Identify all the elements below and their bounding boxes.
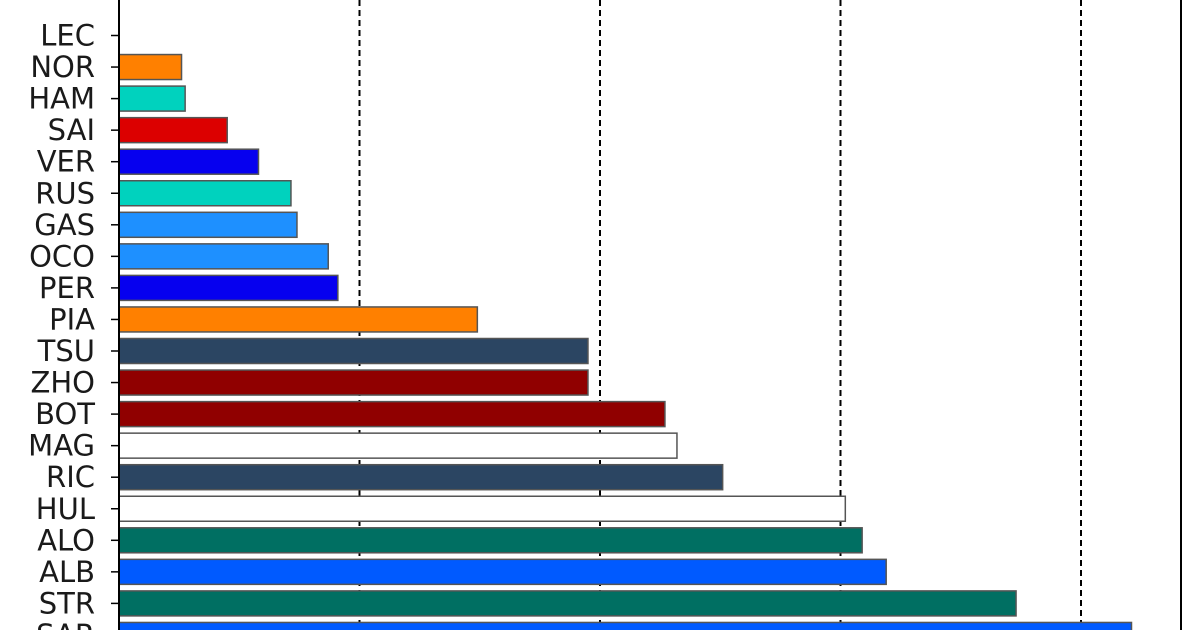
bar-ham (118, 85, 186, 112)
axes (118, 0, 1182, 630)
y-tick-label: STR (39, 586, 95, 620)
y-tick-label: NOR (30, 50, 95, 84)
bar-rus (118, 180, 292, 207)
bar-alb (118, 558, 887, 586)
bar-sai (118, 116, 228, 144)
y-tick-label: TSU (37, 334, 95, 368)
y-tick-label: GAS (34, 208, 95, 242)
y-tick-label: PIA (49, 302, 95, 336)
y-tick-label: RUS (35, 176, 95, 210)
bar-str (118, 590, 1017, 617)
y-tick-label: ALO (37, 523, 95, 557)
y-tick-label: ALB (39, 555, 95, 589)
bar-gas (118, 211, 298, 239)
bar-per (118, 274, 339, 302)
y-tick-label: HAM (28, 82, 95, 116)
y-tick-label: VER (37, 145, 95, 179)
bar-hul (118, 495, 847, 522)
bar-nor (118, 53, 183, 81)
y-tick-label: HUL (36, 492, 95, 526)
bar-zho (118, 369, 589, 396)
bar-alo (118, 527, 863, 554)
y-tick-label: LEC (40, 19, 95, 53)
y-tick-label: RIC (46, 460, 95, 494)
bar-sar (118, 621, 1133, 630)
y-tick-label: PER (39, 271, 95, 305)
y-tick-label: ZHO (31, 366, 96, 400)
y-tick-label: SAR (36, 618, 95, 630)
y-tick-label: MAG (28, 429, 95, 463)
y-tick-label: SAI (48, 113, 95, 147)
bar-oco (118, 243, 329, 270)
y-tick-labels: LECNORHAMSAIVERRUSGASOCOPERPIATSUZHOBOTM… (28, 19, 119, 630)
bar-ric (118, 463, 724, 491)
bar-bot (118, 400, 666, 428)
y-tick-label: BOT (35, 397, 95, 431)
bar-ver (118, 148, 260, 175)
bar-mag (118, 432, 678, 459)
bars (118, 53, 1133, 630)
bar-pia (118, 306, 479, 333)
bar-tsu (118, 337, 589, 365)
y-tick-label: OCO (29, 239, 95, 273)
